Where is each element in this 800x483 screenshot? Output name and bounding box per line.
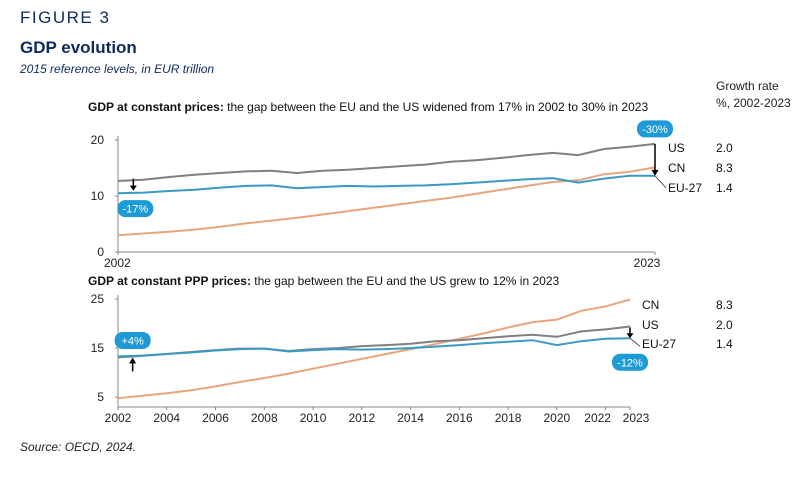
growth-rate-header: Growth rate %, 2002-2023 <box>716 78 791 112</box>
x-tick-label: 2014 <box>397 411 424 425</box>
series-line-eu-27 <box>117 174 655 195</box>
y-tick-label: 10 <box>91 189 105 203</box>
gap-badge <box>117 200 154 218</box>
x-tick-label: 2012 <box>348 411 375 425</box>
x-tick-label: 2022 <box>584 411 611 425</box>
growth-value-us: 2.0 <box>716 141 733 155</box>
x-tick-label: 2016 <box>446 411 473 425</box>
growth-rate-header-line1: Growth rate <box>716 79 779 93</box>
gap-badge-label: +4% <box>121 335 144 347</box>
growth-value-cn: 8.3 <box>716 298 733 312</box>
gap-badge <box>612 353 648 371</box>
series-label-us: US <box>642 318 659 332</box>
gap-arrow-head <box>129 357 137 364</box>
figure-title: GDP evolution <box>20 38 137 57</box>
chart-1: GDP at constant prices: the gap between … <box>88 100 733 270</box>
y-tick-label: 0 <box>97 245 104 259</box>
x-tick-label: 2004 <box>153 411 180 425</box>
growth-value-cn: 8.3 <box>716 161 733 175</box>
gap-arrow-head <box>129 185 137 191</box>
x-tick-label: 2008 <box>251 411 278 425</box>
chart-title-rest: the gap between the EU and the US grew t… <box>251 274 560 288</box>
gap-arrow-head <box>626 333 634 339</box>
chart-title-bold: GDP at constant prices: <box>88 100 224 114</box>
gap-badge-label: -17% <box>122 204 148 216</box>
growth-value-us: 2.0 <box>716 318 733 332</box>
chart-title-rest: the gap between the EU and the US widene… <box>224 100 649 114</box>
series-label-cn: CN <box>642 298 659 312</box>
x-tick-label: 2010 <box>300 411 327 425</box>
figure-label: FIGURE 3 <box>20 8 111 27</box>
gap-badge-label: -30% <box>642 124 668 136</box>
chart-title-bold: GDP at constant PPP prices: <box>88 274 251 288</box>
series-label-eu-27: EU-27 <box>642 337 676 351</box>
series-label-eu-27: EU-27 <box>668 181 702 195</box>
series-line-eu-27 <box>117 337 631 358</box>
series-line-cn <box>117 166 656 237</box>
gap-arrow-head <box>651 169 659 176</box>
y-tick-label: 20 <box>91 133 105 147</box>
y-tick-label: 25 <box>91 292 105 306</box>
x-tick-label: 2023 <box>634 256 661 270</box>
figure-subtitle: 2015 reference levels, in EUR trillion <box>20 62 215 76</box>
x-tick-label: 2006 <box>202 411 229 425</box>
gap-badge <box>637 120 673 138</box>
growth-value-eu-27: 1.4 <box>716 181 733 195</box>
x-tick-label: 2020 <box>544 411 571 425</box>
chart-title: GDP at constant prices: the gap between … <box>88 100 648 114</box>
y-tick-label: 15 <box>91 341 105 355</box>
x-tick-label: 2002 <box>105 411 132 425</box>
series-label-cn: CN <box>668 161 685 175</box>
x-tick-label: 2018 <box>495 411 522 425</box>
source-note: Source: OECD, 2024. <box>20 440 137 454</box>
chart-2: GDP at constant PPP prices: the gap betw… <box>88 274 733 425</box>
series-line-cn <box>117 298 631 400</box>
series-label-us: US <box>668 141 685 155</box>
x-tick-label: 2023 <box>623 411 650 425</box>
growth-value-eu-27: 1.4 <box>716 337 733 351</box>
x-tick-label: 2002 <box>104 256 131 270</box>
growth-rate-header-line2: %, 2002-2023 <box>716 96 791 110</box>
series-line-us <box>117 142 656 182</box>
gap-badge <box>114 331 151 349</box>
leader-line <box>629 337 641 347</box>
gap-badge-label: -12% <box>617 357 643 369</box>
leader-line <box>654 175 667 189</box>
chart-title: GDP at constant PPP prices: the gap betw… <box>88 274 559 288</box>
y-tick-label: 5 <box>97 390 104 404</box>
